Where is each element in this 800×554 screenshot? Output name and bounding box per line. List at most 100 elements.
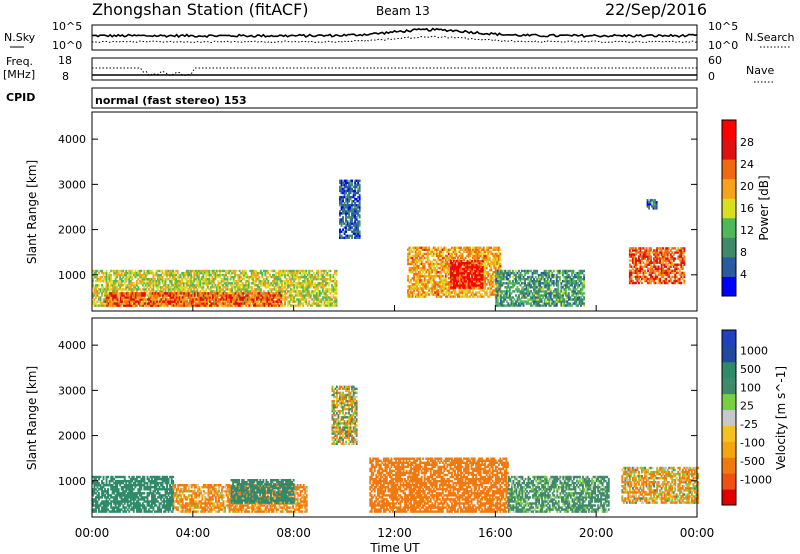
heatmap-cell	[178, 282, 181, 285]
heatmap-cell	[184, 304, 187, 307]
date-label: 22/Sep/2016	[605, 0, 707, 19]
heatmap-cell	[502, 300, 505, 303]
heatmap-cell	[217, 290, 220, 293]
heatmap-cell	[148, 300, 150, 303]
heatmap-cell	[202, 273, 205, 277]
heatmap-cell	[99, 304, 102, 307]
heatmap-cell	[249, 304, 252, 307]
heatmap-cell	[119, 304, 122, 307]
heatmap-cell	[226, 271, 229, 275]
heatmap-cell	[206, 300, 209, 303]
heatmap-cell	[107, 278, 109, 281]
heatmap-cell	[208, 273, 211, 277]
heatmap-cell	[134, 273, 137, 277]
heatmap-cell	[188, 269, 191, 273]
heatmap-cell	[441, 275, 444, 278]
heatmap-cell	[93, 304, 96, 307]
heatmap-cell	[98, 288, 100, 291]
heatmap-cell	[92, 286, 94, 289]
heatmap-cell	[516, 286, 519, 289]
heatmap-cell	[229, 284, 232, 287]
heatmap-cell	[229, 278, 232, 281]
heatmap-cell	[155, 290, 158, 293]
heatmap-cell	[101, 271, 103, 275]
heatmap-cell	[208, 280, 211, 283]
heatmap-cell	[126, 271, 129, 275]
heatmap-cell	[140, 278, 143, 281]
heatmap-cell	[461, 252, 464, 256]
heatmap-cell	[169, 271, 171, 275]
heatmap-cell	[211, 271, 214, 275]
heatmap-cell	[120, 271, 123, 275]
heatmap-cell	[126, 284, 129, 287]
heatmap-cell	[129, 290, 132, 293]
heatmap-cell	[110, 278, 113, 281]
heatmap-cell	[199, 284, 202, 287]
heatmap-cell	[95, 296, 97, 299]
heatmap-cell	[166, 273, 168, 277]
heatmap-cell	[217, 284, 220, 287]
heatmap-cell	[191, 282, 194, 285]
heatmap-cell	[213, 273, 215, 277]
heatmap-cell	[202, 278, 205, 281]
heatmap-cell	[194, 292, 197, 295]
heatmap-cell	[95, 271, 97, 275]
nave-right-label: Nave	[746, 64, 774, 77]
heatmap-cell	[104, 304, 106, 307]
heatmap-cell	[125, 269, 128, 273]
heatmap-cell	[223, 290, 226, 293]
heatmap-cell	[93, 271, 96, 275]
heatmap-cell	[123, 282, 126, 285]
heatmap-cell	[169, 275, 171, 279]
heatmap-cell	[116, 280, 119, 283]
heatmap-cell	[154, 273, 156, 277]
heatmap-cell	[120, 302, 123, 305]
heatmap-cell	[205, 300, 208, 303]
heatmap-cell	[111, 269, 114, 273]
heatmap-cell	[167, 286, 170, 289]
heatmap-cell	[107, 288, 109, 291]
heatmap-cell	[222, 284, 224, 287]
heatmap-cell	[144, 288, 147, 291]
cpid-left-label: CPID	[6, 91, 35, 104]
heatmap-cell	[173, 282, 176, 285]
heatmap-cell	[508, 280, 511, 283]
heatmap-cell	[160, 304, 162, 307]
heatmap-cell	[564, 288, 567, 291]
heatmap-cell	[146, 282, 149, 285]
heatmap-cell	[170, 280, 173, 283]
heatmap-cell	[129, 288, 132, 291]
heatmap-cell	[169, 280, 171, 283]
heatmap-cell	[206, 280, 209, 283]
heatmap-cell	[92, 284, 94, 287]
heatmap-cell	[148, 296, 150, 299]
heatmap-cell	[193, 278, 196, 281]
heatmap-cell	[157, 269, 159, 273]
heatmap-cell	[135, 282, 138, 285]
heatmap-cell	[434, 277, 437, 280]
heatmap-cell	[173, 286, 176, 289]
heatmap-cell	[188, 271, 191, 275]
heatmap-cell	[222, 278, 224, 281]
heatmap-cell	[219, 273, 221, 277]
heatmap-cell	[135, 273, 138, 277]
heatmap-cell	[213, 304, 215, 307]
heatmap-cell	[131, 275, 134, 279]
heatmap-cell	[335, 288, 338, 291]
heatmap-cell	[226, 275, 229, 279]
heatmap-cell	[231, 282, 233, 285]
heatmap-cell	[141, 288, 144, 291]
heatmap-cell	[346, 220, 349, 223]
heatmap-cell	[158, 298, 161, 301]
heatmap-cell	[451, 252, 453, 256]
heatmap-cell	[181, 273, 184, 277]
heatmap-cell	[191, 290, 194, 293]
heatmap-cell	[206, 304, 209, 307]
heatmap-cell	[225, 269, 227, 273]
heatmap-cell	[129, 286, 132, 289]
heatmap-cell	[182, 273, 185, 277]
heatmap-cell	[237, 290, 240, 293]
heatmap-cell	[200, 278, 203, 281]
heatmap-cell	[187, 304, 190, 307]
heatmap-cell	[185, 282, 188, 285]
